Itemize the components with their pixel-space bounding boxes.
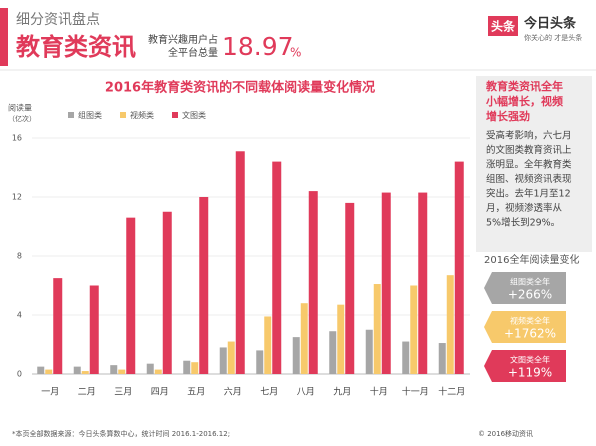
bar [126,217,136,374]
bar [308,191,318,374]
bar [183,360,191,374]
bar [402,341,410,374]
accent-bar [0,8,8,66]
x-tick-label: 三月 [114,387,132,398]
x-tick-label: 十月 [370,386,388,398]
insight-body: 5%增长到29%。 [486,217,560,229]
bar [418,192,428,374]
change-title: 2016全年阅读量变化 [484,253,579,266]
insight-title: 教育类资讯全年 [485,79,563,93]
x-tick-label: 十二月 [438,386,465,398]
bar [373,284,381,374]
bar [454,161,464,374]
copyright: © 2016移动资讯 [478,429,533,438]
y-tick-label: 4 [17,311,22,320]
legend-swatch [68,112,74,118]
bar [81,371,89,374]
bar [410,285,418,374]
insight-body: 受高考影响，六七月 [486,130,572,142]
bar [73,366,81,374]
bar [53,278,63,374]
bar [365,329,373,374]
bar [154,369,162,374]
y-tick-label: 16 [12,134,22,143]
legend-label: 视频类 [130,110,154,120]
bar [272,161,282,374]
insight-body: 突出。去年1月至12 [486,188,571,200]
bar [300,303,308,374]
insight-body: 月，视频渗透率从 [486,202,563,214]
x-tick-label: 九月 [333,387,351,398]
change-arrow [484,272,566,304]
bar [438,343,446,374]
stat-label: 全平台总量 [168,46,218,59]
bar [146,363,154,374]
y-tick-label: 0 [17,370,22,379]
bar [110,365,118,374]
change-arrow [484,311,566,343]
insight-body: 涨明显。全年教育类 [486,159,572,171]
insight-title: 小幅增长，视频 [485,94,563,108]
logo-slogan: 你关心的 才是头条 [524,33,582,42]
stat-label: 教育兴趣用户占 [148,33,218,46]
x-tick-label: 七月 [260,387,278,398]
change-label: 组图类全年 [510,277,550,287]
x-tick-label: 六月 [224,386,242,398]
change-value: +119% [508,366,552,380]
bar [118,369,126,374]
change-label: 文图类全年 [510,355,550,365]
change-label: 视频类全年 [510,316,550,326]
bar [337,304,345,374]
bar [292,337,300,374]
bar [256,350,264,374]
bar [329,331,337,374]
x-tick-label: 二月 [78,387,96,398]
kicker: 细分资讯盘点 [16,11,100,28]
stat-unit: % [290,46,301,60]
legend-label: 组图类 [78,110,102,120]
bar [162,211,172,374]
logo-name: 今日头条 [523,16,577,32]
legend-swatch [172,112,178,118]
x-tick-label: 十一月 [402,386,429,398]
bar [199,197,209,374]
change-arrow [484,350,566,382]
insight-body: 组图、视频资讯表现 [486,173,572,185]
bar [235,151,245,374]
source-note: *本页全部数据来源：今日头条算数中心，统计时间 2016.1-2016.12; [12,429,230,438]
y-tick-label: 8 [17,252,22,261]
bar [89,285,99,374]
bar [446,275,454,374]
logo-badge-bg [488,16,518,36]
page-title: 教育类资讯 [16,33,136,61]
bar [264,316,272,374]
bar [381,192,391,374]
x-tick-label: 四月 [151,387,169,398]
bar [227,341,235,374]
legend-swatch [120,112,126,118]
y-tick-label: 12 [12,193,22,202]
insight-title: 增长强劲 [486,109,530,123]
logo-badge: 头条 [491,19,516,34]
x-tick-label: 一月 [41,387,59,398]
chart-title: 2016年教育类资讯的不同载体阅读量变化情况 [105,80,375,96]
bar [191,362,199,374]
insight-panel [476,76,592,252]
bar [219,347,227,374]
y-axis-label: 阅读量 [8,103,32,113]
bar [345,202,355,374]
bar [45,369,53,374]
bar [37,366,45,374]
legend-label: 文图类 [182,110,206,120]
insight-body: 的文图类教育资讯上 [486,144,572,156]
change-value: +1762% [504,327,556,341]
y-axis-unit: （亿次） [8,114,36,123]
x-tick-label: 八月 [297,387,315,398]
stat-value: 18.97 [222,32,294,61]
x-tick-label: 五月 [187,387,205,398]
change-value: +266% [508,288,552,302]
